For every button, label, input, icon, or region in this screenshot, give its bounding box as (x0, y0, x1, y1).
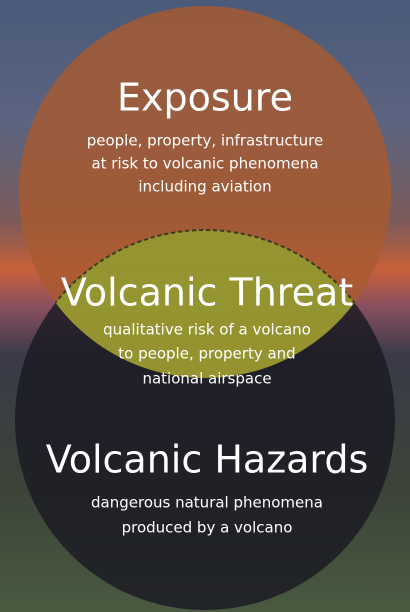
exposure-line: at risk to volcanic phenomena (91, 155, 318, 173)
hazards-line: produced by a volcano (122, 519, 293, 537)
threat-line: qualitative risk of a volcano (103, 321, 311, 339)
threat-line: national airspace (142, 370, 271, 388)
hazards-title: Volcanic Hazards (46, 438, 369, 482)
exposure-line: including aviation (138, 178, 271, 196)
exposure-title: Exposure (117, 76, 293, 120)
threat-title: Volcanic Threat (61, 271, 353, 315)
threat-line: to people, property and (118, 345, 295, 363)
threat-intersection (19, 229, 391, 378)
hazards-line: dangerous natural phenomena (91, 494, 323, 512)
exposure-line: people, property, infrastructure (87, 132, 324, 150)
